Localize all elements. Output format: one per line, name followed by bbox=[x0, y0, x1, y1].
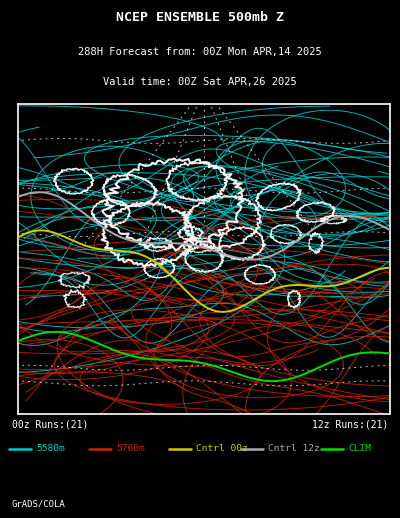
Text: 00z Runs:(21): 00z Runs:(21) bbox=[12, 419, 88, 429]
Text: 12z Runs:(21): 12z Runs:(21) bbox=[312, 419, 388, 429]
Text: Cntrl 12z: Cntrl 12z bbox=[268, 444, 320, 453]
Text: GrADS/COLA: GrADS/COLA bbox=[12, 499, 66, 509]
Text: 5580m: 5580m bbox=[36, 444, 65, 453]
Text: Cntrl 00z: Cntrl 00z bbox=[196, 444, 248, 453]
Text: 288H Forecast from: 00Z Mon APR,14 2025: 288H Forecast from: 00Z Mon APR,14 2025 bbox=[78, 47, 322, 56]
Text: CLIM: CLIM bbox=[348, 444, 371, 453]
Text: Valid time: 00Z Sat APR,26 2025: Valid time: 00Z Sat APR,26 2025 bbox=[103, 77, 297, 87]
Text: 5760m: 5760m bbox=[116, 444, 145, 453]
Text: NCEP ENSEMBLE 500mb Z: NCEP ENSEMBLE 500mb Z bbox=[116, 11, 284, 24]
